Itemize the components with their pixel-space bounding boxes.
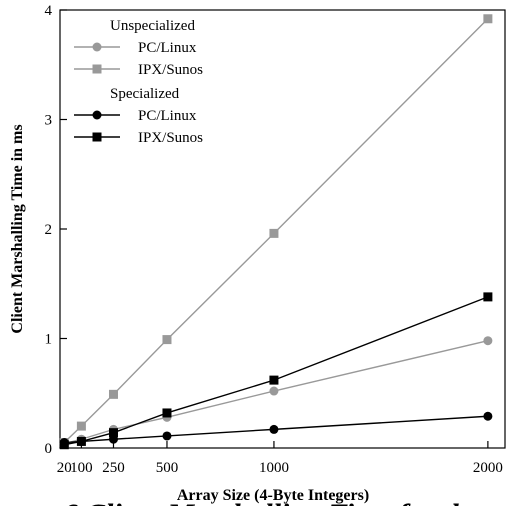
data-point-unspecialized-pc-linux xyxy=(483,336,493,346)
x-tick-label: 100 xyxy=(70,460,93,476)
x-tick-label: 1000 xyxy=(259,460,289,476)
x-axis-title: Array Size (4-Byte Integers) xyxy=(177,487,369,504)
data-point-unspecialized-ipx-sunos xyxy=(162,335,172,345)
legend-item-unspecialized-pc-linux: PC/Linux xyxy=(74,40,197,56)
data-point-specialized-ipx-sunos xyxy=(59,440,69,450)
legend-group-title: Unspecialized xyxy=(110,18,195,34)
data-point-unspecialized-ipx-sunos xyxy=(76,421,86,431)
plot-frame xyxy=(59,9,506,449)
legend-swatch-marker xyxy=(92,132,102,142)
series-specialized-ipx-sunos xyxy=(59,292,493,450)
legend-item-specialized-pc-linux: PC/Linux xyxy=(74,108,197,124)
x-tick-label: 500 xyxy=(156,460,179,476)
data-point-specialized-pc-linux xyxy=(483,411,493,421)
legend-swatch-marker xyxy=(92,110,102,120)
legend-label: PC/Linux xyxy=(138,108,197,124)
legend-swatch-marker xyxy=(92,42,102,52)
data-point-unspecialized-pc-linux xyxy=(269,386,279,396)
data-point-specialized-pc-linux xyxy=(269,424,279,434)
y-tick-label: 2 xyxy=(45,222,53,238)
data-point-unspecialized-ipx-sunos xyxy=(269,228,279,238)
figure-caption: Figure 6 Client Marshalling Time for the xyxy=(0,498,481,506)
legend: Unspecialized PC/Linux IPX/Sunos Specialize… xyxy=(74,18,203,146)
data-point-specialized-ipx-sunos xyxy=(108,428,118,438)
y-axis: 0 1 2 3 4 xyxy=(45,3,67,457)
y-tick-label: 0 xyxy=(45,441,53,457)
x-tick-label: 2000 xyxy=(473,460,503,476)
legend-label: IPX/Sunos xyxy=(138,62,203,78)
series-specialized-pc-linux xyxy=(59,411,493,448)
series-layer xyxy=(59,14,493,450)
legend-group-title: Specialized xyxy=(110,86,180,102)
data-point-unspecialized-ipx-sunos xyxy=(108,389,118,399)
series-line-specialized-ipx-sunos xyxy=(64,296,489,446)
data-point-specialized-ipx-sunos xyxy=(162,408,172,418)
data-point-specialized-ipx-sunos xyxy=(483,292,493,302)
legend-label: PC/Linux xyxy=(138,40,197,56)
data-point-specialized-pc-linux xyxy=(162,431,172,441)
legend-item-specialized-ipx-sunos: IPX/Sunos xyxy=(74,130,203,146)
y-tick-label: 1 xyxy=(45,332,53,348)
y-tick-label: 4 xyxy=(45,3,53,19)
y-tick-label: 3 xyxy=(45,113,53,129)
legend-label: IPX/Sunos xyxy=(138,130,203,146)
x-tick-label: 20 xyxy=(57,460,72,476)
data-point-specialized-ipx-sunos xyxy=(269,375,279,385)
y-axis-title: Client Marshalling Time in ms xyxy=(9,124,26,333)
data-point-unspecialized-ipx-sunos xyxy=(483,14,493,24)
plot-area xyxy=(59,9,506,449)
x-tick-label: 250 xyxy=(102,460,125,476)
data-point-specialized-ipx-sunos xyxy=(76,436,86,446)
legend-item-unspecialized-ipx-sunos: IPX/Sunos xyxy=(74,62,203,78)
legend-swatch-marker xyxy=(92,64,102,74)
